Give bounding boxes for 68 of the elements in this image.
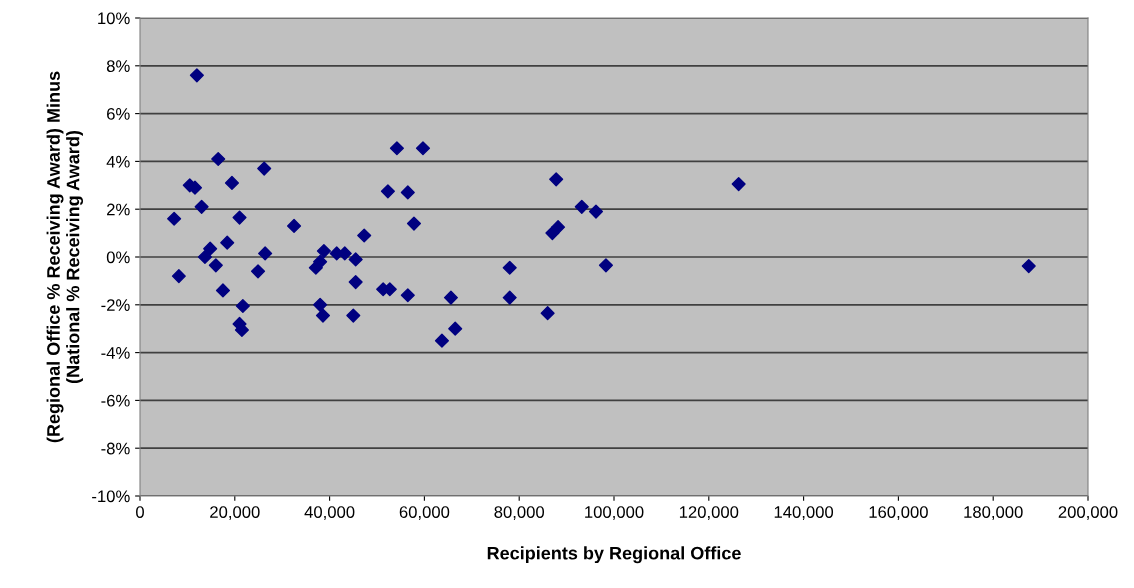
point [220,235,235,250]
point [348,275,363,290]
point [551,220,566,235]
y-tick-label: -10% [92,490,130,503]
point [313,254,328,269]
point [189,68,204,83]
point [286,218,302,233]
point [588,204,604,219]
point [380,184,395,199]
point [211,151,226,167]
x-tick-label: 180,000 [964,506,1023,520]
point [598,258,614,273]
x-tick-label: 100,000 [585,506,644,520]
y-tick-label: 10% [98,12,130,25]
y-tick-label: 4% [106,155,130,168]
point [502,260,517,275]
y-tick-label: -2% [101,299,130,311]
x-tick-label: 80,000 [494,506,545,520]
x-tick-label: 160,000 [869,506,928,520]
point [448,321,463,336]
point [540,306,555,321]
point [357,228,372,243]
point [257,161,272,176]
point [215,283,231,298]
y-axis-title: (Regional Office % Receiving Award) Minus (National % Receiving Award) [46,71,84,443]
point [315,308,331,323]
point [574,199,589,214]
y-tick-label: -4% [101,347,130,359]
point [250,264,266,279]
point [167,211,182,226]
y-tick-label: -8% [101,442,130,455]
point [406,216,422,231]
point [346,308,361,323]
point [224,175,240,190]
point [348,252,363,267]
x-tick-label: 200,000 [1058,506,1118,520]
y-tick-label: 6% [107,108,130,120]
point [235,298,250,314]
x-tick-label: 20,000 [210,506,260,520]
point [258,246,273,261]
point [415,141,431,156]
point [549,172,564,187]
x-tick-label: 60,000 [399,506,450,520]
point [232,210,247,225]
point [400,185,415,200]
y-tick-label: 0% [106,251,130,264]
y-tick-label: 8% [106,60,130,72]
point [434,333,449,348]
point [400,288,415,303]
y-tick-label: -6% [101,394,130,407]
y-tick-label: 2% [107,203,130,216]
point [203,241,218,256]
point [731,177,746,192]
point [208,258,223,273]
x-tick-label: 0 [136,506,144,518]
point [443,290,459,305]
point [1021,259,1036,274]
x-tick-label: 140,000 [774,506,834,520]
x-axis-title: Recipients by Regional Office [487,546,741,564]
point [194,199,209,214]
x-tick-label: 120,000 [679,506,739,520]
point [316,243,331,259]
point [197,249,212,265]
point [171,269,186,284]
point [313,297,328,312]
x-tick-label: 40,000 [304,506,355,520]
point [389,141,404,156]
point [502,290,517,305]
